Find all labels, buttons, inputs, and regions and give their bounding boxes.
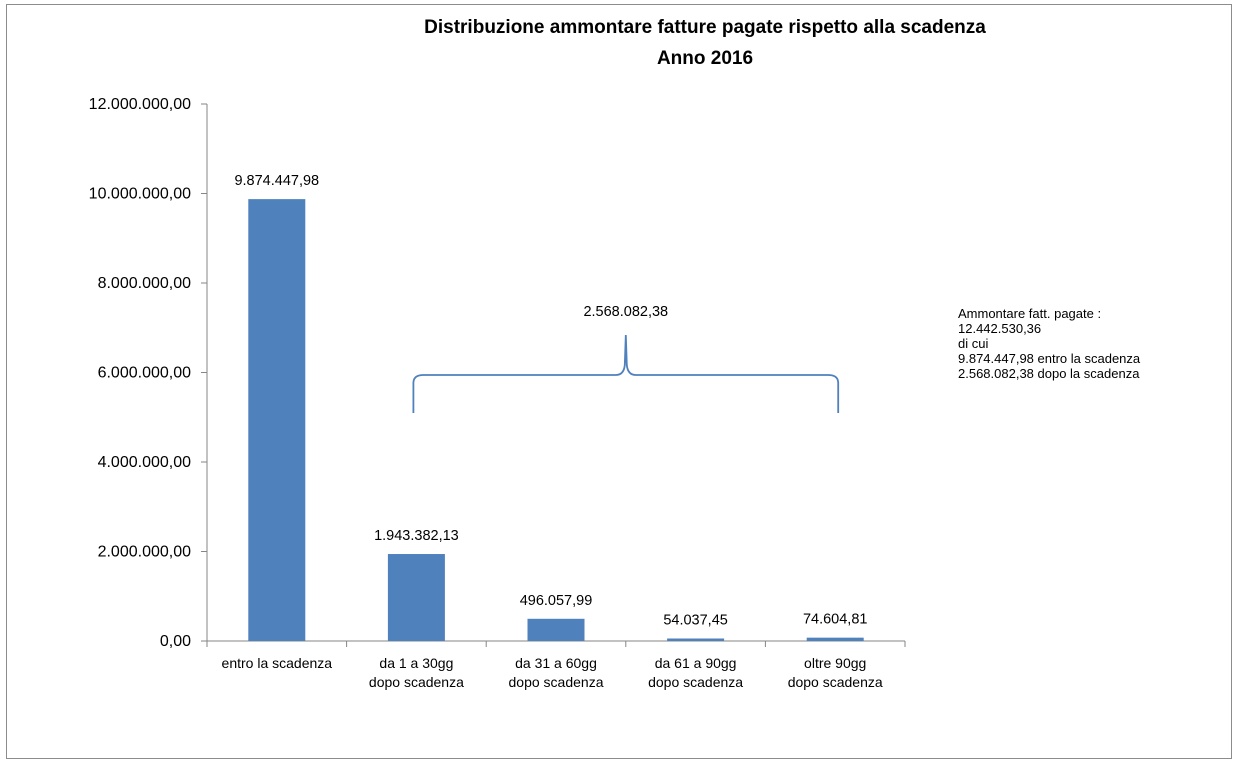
- data-labels: 9.874.447,98 1.943.382,13 496.057,99 54.037…: [234, 173, 867, 628]
- bar: [387, 554, 445, 641]
- curly-brace: [412, 334, 840, 413]
- x-category-label: da 1 a 30gg: [379, 655, 453, 671]
- data-label: 1.943.382,13: [374, 528, 459, 544]
- data-label: 54.037,45: [663, 613, 728, 629]
- y-tick-label: 8.000.000,00: [98, 275, 192, 292]
- y-tick-label: 6.000.000,00: [98, 365, 192, 382]
- x-axis: entro la scadenza da 1 a 30gg dopo scadenz…: [206, 640, 906, 690]
- brace-label: 2.568.082,38: [583, 304, 668, 320]
- y-tick-label: 2.000.000,00: [98, 544, 192, 561]
- chart-title: Distribuzione ammontare fatture pagate r…: [424, 17, 986, 38]
- x-category-label: entro la scadenza: [222, 655, 333, 671]
- y-tick-label: 12.000.000,00: [89, 96, 191, 113]
- annotation-line: 2.568.082,38 dopo la scadenza: [958, 366, 1140, 381]
- x-category-label: dopo scadenza: [788, 674, 883, 690]
- y-axis: 0,00 2.000.000,00 4.000.000,00 6.000.000,00…: [89, 96, 208, 650]
- data-label: 9.874.447,98: [234, 173, 319, 189]
- x-category-label: da 61 a 90gg: [655, 655, 737, 671]
- annotation-line: Ammontare fatt. pagate :: [958, 306, 1101, 321]
- annotation-line: di cui: [958, 336, 988, 351]
- y-tick-label: 4.000.000,00: [98, 454, 192, 471]
- y-tick-label: 0,00: [160, 633, 191, 650]
- bar: [248, 199, 306, 641]
- x-category-label: dopo scadenza: [509, 674, 604, 690]
- chart-frame: [6, 4, 1232, 759]
- bar: [806, 637, 864, 641]
- annotation-line: 9.874.447,98 entro la scadenza: [958, 351, 1141, 366]
- x-category-label: dopo scadenza: [369, 674, 464, 690]
- y-tick-label: 10.000.000,00: [89, 186, 191, 203]
- x-category-label: da 31 a 60gg: [515, 655, 597, 671]
- bar-series: [248, 199, 864, 641]
- x-category-label: oltre 90gg: [804, 655, 866, 671]
- x-category-label: dopo scadenza: [648, 674, 743, 690]
- bar: [527, 618, 585, 641]
- data-label: 74.604,81: [803, 612, 868, 628]
- data-label: 496.057,99: [520, 593, 593, 609]
- side-annotation: Ammontare fatt. pagate :12.442.530,36di …: [958, 306, 1141, 381]
- brace-annotation: 2.568.082,38: [412, 304, 840, 413]
- annotation-line: 12.442.530,36: [958, 321, 1041, 336]
- bar: [667, 638, 725, 641]
- chart-subtitle: Anno 2016: [657, 48, 753, 69]
